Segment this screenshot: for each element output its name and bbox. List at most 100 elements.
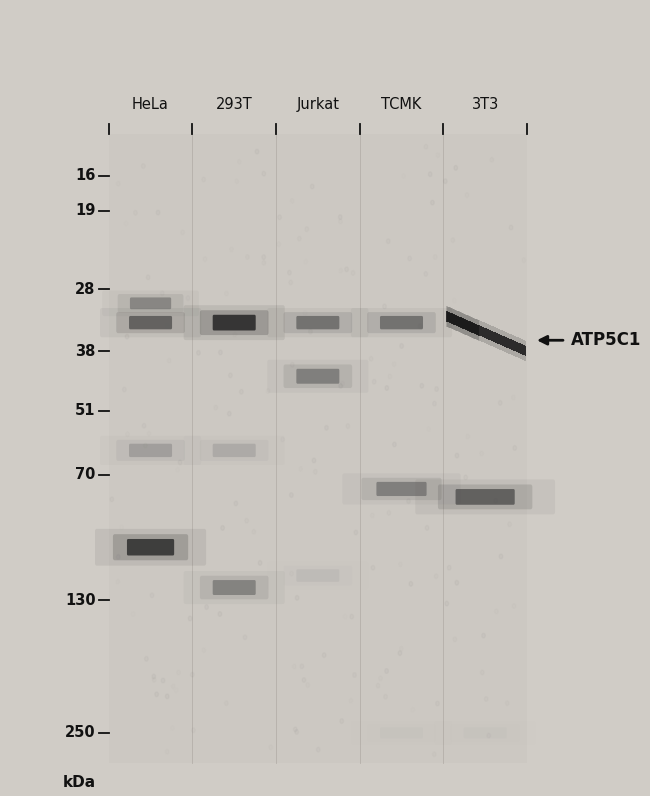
FancyBboxPatch shape xyxy=(100,308,201,338)
Bar xyxy=(506,338,507,348)
Circle shape xyxy=(455,453,459,458)
Bar xyxy=(462,314,464,334)
Bar xyxy=(456,310,458,331)
Circle shape xyxy=(290,493,293,498)
Bar xyxy=(453,314,455,325)
Bar xyxy=(447,306,448,326)
Circle shape xyxy=(205,605,209,610)
Bar xyxy=(489,330,490,340)
Circle shape xyxy=(385,669,388,673)
Bar xyxy=(454,314,456,325)
Bar xyxy=(517,342,518,353)
Bar xyxy=(523,345,525,355)
FancyBboxPatch shape xyxy=(296,569,339,582)
Circle shape xyxy=(455,580,459,585)
Bar xyxy=(521,344,523,354)
Text: 19: 19 xyxy=(75,203,96,218)
Bar xyxy=(489,325,491,345)
Circle shape xyxy=(218,611,222,616)
Circle shape xyxy=(393,442,396,447)
FancyBboxPatch shape xyxy=(127,539,174,556)
Text: Jurkat: Jurkat xyxy=(296,97,339,112)
Bar xyxy=(522,339,523,360)
Bar xyxy=(520,343,521,353)
Text: 250: 250 xyxy=(65,725,96,740)
Bar xyxy=(491,331,493,341)
FancyBboxPatch shape xyxy=(343,474,461,505)
FancyBboxPatch shape xyxy=(283,312,352,334)
Bar xyxy=(502,336,504,346)
Bar xyxy=(512,340,514,350)
Bar xyxy=(453,310,455,330)
Bar xyxy=(471,317,472,338)
FancyBboxPatch shape xyxy=(116,312,185,334)
Text: 293T: 293T xyxy=(216,97,253,112)
Bar xyxy=(480,321,482,341)
Bar xyxy=(515,341,517,352)
FancyBboxPatch shape xyxy=(184,305,285,340)
Bar xyxy=(471,322,473,333)
Bar xyxy=(493,326,494,347)
Bar xyxy=(464,314,466,334)
Bar xyxy=(469,322,471,332)
Bar xyxy=(519,343,521,353)
FancyBboxPatch shape xyxy=(109,134,527,763)
Bar xyxy=(476,319,478,340)
Circle shape xyxy=(428,172,432,177)
Circle shape xyxy=(420,384,424,388)
Bar xyxy=(510,339,512,349)
Bar xyxy=(518,342,519,353)
Bar xyxy=(493,332,495,342)
FancyBboxPatch shape xyxy=(267,360,369,392)
Circle shape xyxy=(255,150,259,154)
Bar xyxy=(460,317,461,327)
Bar xyxy=(517,337,518,357)
Circle shape xyxy=(234,501,238,505)
FancyBboxPatch shape xyxy=(95,529,206,566)
Bar xyxy=(515,336,516,357)
Bar xyxy=(467,315,468,335)
Circle shape xyxy=(152,674,155,679)
Bar xyxy=(449,307,451,328)
Bar xyxy=(471,317,473,338)
Bar xyxy=(504,337,506,347)
Bar xyxy=(480,326,482,337)
Text: kDa: kDa xyxy=(62,775,96,790)
Bar xyxy=(502,330,503,351)
FancyBboxPatch shape xyxy=(267,308,369,338)
Bar xyxy=(462,313,463,334)
Bar xyxy=(451,314,453,324)
Bar xyxy=(450,313,452,323)
Circle shape xyxy=(155,692,159,696)
Circle shape xyxy=(165,694,169,699)
Bar xyxy=(491,330,492,341)
Bar xyxy=(502,331,504,351)
Bar xyxy=(519,338,521,358)
Bar xyxy=(482,322,484,342)
FancyBboxPatch shape xyxy=(463,728,506,739)
FancyBboxPatch shape xyxy=(213,580,255,595)
Bar xyxy=(482,326,483,337)
FancyBboxPatch shape xyxy=(380,728,423,739)
Text: 16: 16 xyxy=(75,169,96,183)
FancyBboxPatch shape xyxy=(184,571,285,604)
Circle shape xyxy=(227,412,231,416)
FancyBboxPatch shape xyxy=(296,369,339,384)
FancyBboxPatch shape xyxy=(200,440,268,461)
Bar xyxy=(467,315,469,336)
Bar xyxy=(495,333,496,342)
Bar xyxy=(463,318,465,329)
FancyBboxPatch shape xyxy=(200,310,268,335)
FancyBboxPatch shape xyxy=(113,534,188,560)
Bar xyxy=(495,328,497,348)
Bar xyxy=(460,318,462,328)
Bar xyxy=(491,326,492,346)
Bar xyxy=(467,321,469,331)
Bar xyxy=(469,321,470,331)
Bar xyxy=(499,334,500,345)
Text: 28: 28 xyxy=(75,282,96,297)
Bar xyxy=(509,334,510,354)
Bar xyxy=(482,327,484,338)
Circle shape xyxy=(295,595,299,600)
Bar xyxy=(511,334,512,355)
